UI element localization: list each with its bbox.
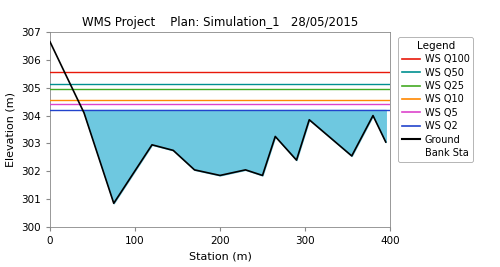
Legend: WS Q100, WS Q50, WS Q25, WS Q10, WS Q5, WS Q2, Ground, Bank Sta: WS Q100, WS Q50, WS Q25, WS Q10, WS Q5, … <box>398 37 473 162</box>
Title: WMS Project    Plan: Simulation_1   28/05/2015: WMS Project Plan: Simulation_1 28/05/201… <box>82 17 358 29</box>
Y-axis label: Elevation (m): Elevation (m) <box>6 92 16 167</box>
X-axis label: Station (m): Station (m) <box>188 252 252 262</box>
